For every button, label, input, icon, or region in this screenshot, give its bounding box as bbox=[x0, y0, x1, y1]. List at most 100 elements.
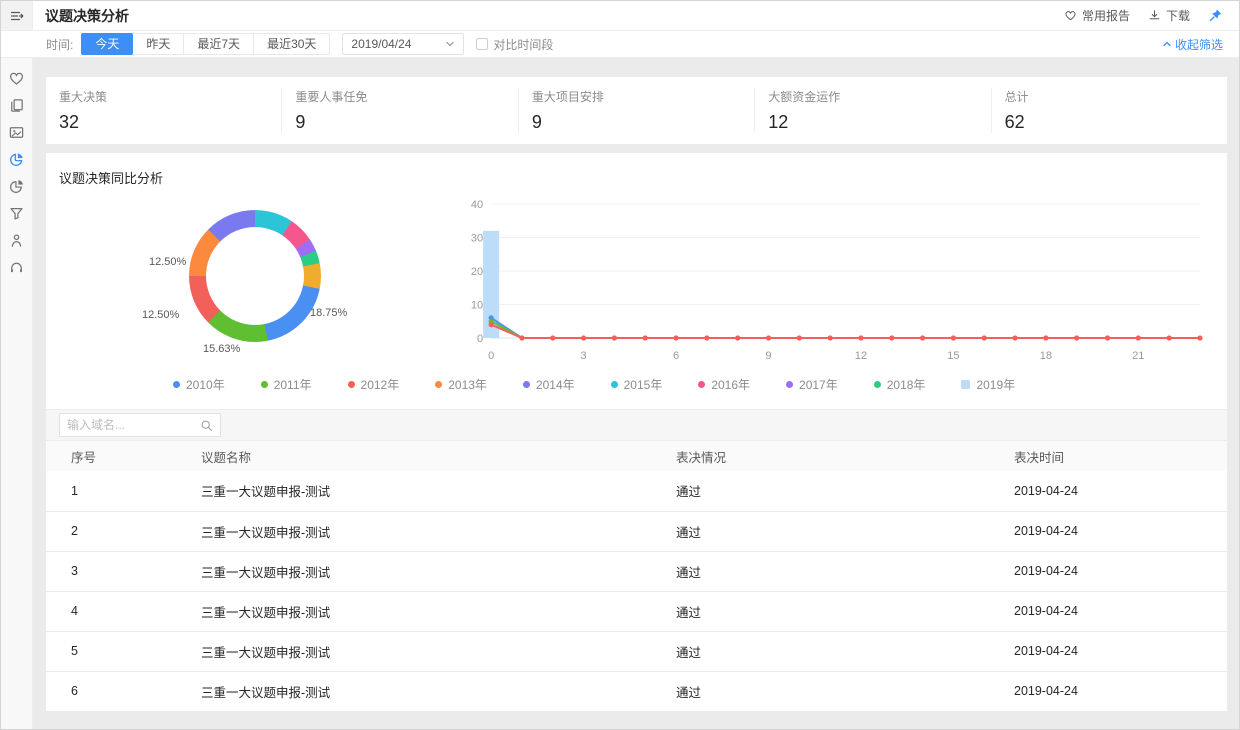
sidebar-item-rose-chart[interactable] bbox=[8, 177, 26, 195]
sidebar-item-filter[interactable] bbox=[8, 204, 26, 222]
collapse-menu-button[interactable] bbox=[1, 1, 33, 30]
user-icon bbox=[11, 234, 22, 247]
favorite-report-label: 常用报告 bbox=[1081, 9, 1130, 23]
search-input[interactable] bbox=[67, 418, 200, 432]
filter-bar: 时间: 今天 昨天 最近7天 最近30天 2019/04/24 对比时间段 收起… bbox=[1, 31, 1239, 58]
legend-item[interactable]: 2019年 bbox=[961, 376, 1015, 393]
collapse-filter-link[interactable]: 收起筛选 bbox=[1162, 36, 1239, 53]
table-row[interactable]: 3 三重一大议题申报-测试 通过 2019-04-24 bbox=[46, 551, 1227, 592]
cell-name: 三重一大议题申报-测试 bbox=[201, 591, 676, 632]
svg-text:18: 18 bbox=[1040, 350, 1052, 362]
stat-value: 32 bbox=[59, 112, 80, 132]
time-option-yesterday[interactable]: 昨天 bbox=[133, 33, 185, 55]
cell-vote: 通过 bbox=[676, 591, 1014, 632]
date-picker[interactable]: 2019/04/24 bbox=[342, 33, 465, 55]
stat-label: 重大决策 bbox=[59, 90, 108, 104]
image-icon bbox=[9, 126, 24, 138]
cell-name: 三重一大议题申报-测试 bbox=[201, 551, 676, 592]
legend-label: 2017年 bbox=[799, 378, 838, 392]
legend-item[interactable]: 2011年 bbox=[260, 376, 312, 393]
topbar-actions: 常用报告 下载 bbox=[1064, 7, 1239, 24]
pin-button[interactable] bbox=[1208, 8, 1223, 23]
legend-item[interactable]: 2010年 bbox=[173, 376, 225, 393]
svg-text:3: 3 bbox=[581, 350, 587, 362]
heart-icon bbox=[1065, 11, 1076, 21]
stat-label: 大额资金运作 bbox=[768, 90, 841, 104]
legend-marker bbox=[522, 381, 530, 388]
table-row[interactable]: 4 三重一大议题申报-测试 通过 2019-04-24 bbox=[46, 591, 1227, 632]
table-row[interactable]: 1 三重一大议题申报-测试 通过 2019-04-24 bbox=[46, 471, 1227, 512]
table-row[interactable]: 5 三重一大议题申报-测试 通过 2019-04-24 bbox=[46, 631, 1227, 672]
legend-marker bbox=[173, 381, 180, 388]
download-button[interactable]: 下载 bbox=[1148, 7, 1190, 24]
sidebar-item-user[interactable] bbox=[8, 231, 26, 249]
legend-item[interactable]: 2018年 bbox=[873, 376, 926, 393]
legend-label: 2016年 bbox=[711, 378, 751, 392]
stat-funds: 大额资金运作 12 bbox=[754, 88, 990, 133]
legend-marker bbox=[698, 381, 706, 388]
cell-time: 2019-04-24 bbox=[1014, 631, 1227, 672]
donut-callout: 15.63% bbox=[203, 343, 241, 355]
cell-seq: 2 bbox=[46, 511, 201, 552]
table-row[interactable]: 2 三重一大议题申报-测试 通过 2019-04-24 bbox=[46, 511, 1227, 552]
collapse-filter-label: 收起筛选 bbox=[1174, 37, 1223, 52]
legend-marker bbox=[961, 380, 971, 389]
topics-table: 序号 议题名称 表决情况 表决时间 1 三重一大议题申报-测试 通过 2019-… bbox=[46, 441, 1227, 712]
header-time: 表决时间 bbox=[1014, 441, 1227, 471]
stat-value: 12 bbox=[768, 112, 789, 132]
heart-icon bbox=[9, 72, 24, 85]
stat-value: 9 bbox=[295, 112, 306, 132]
cell-seq: 1 bbox=[46, 471, 201, 512]
stat-label: 重大项目安排 bbox=[531, 90, 604, 104]
legend-marker bbox=[610, 381, 618, 388]
time-option-7days[interactable]: 最近7天 bbox=[184, 33, 255, 55]
legend-marker bbox=[347, 381, 355, 388]
stat-total: 总计 62 bbox=[990, 88, 1227, 133]
sidebar-item-support[interactable] bbox=[8, 258, 26, 276]
svg-text:20: 20 bbox=[471, 266, 483, 278]
search-icon[interactable] bbox=[200, 419, 213, 432]
legend-item[interactable]: 2017年 bbox=[786, 376, 838, 393]
compare-label: 对比时间段 bbox=[493, 37, 554, 52]
svg-text:30: 30 bbox=[471, 233, 483, 245]
stat-label: 总计 bbox=[1004, 90, 1029, 104]
svg-text:12: 12 bbox=[855, 350, 867, 362]
favorite-report-button[interactable]: 常用报告 bbox=[1064, 7, 1130, 24]
table-row[interactable]: 6 三重一大议题申报-测试 通过 2019-04-24 bbox=[46, 671, 1227, 712]
legend-item[interactable]: 2012年 bbox=[347, 376, 399, 393]
cell-name: 三重一大议题申报-测试 bbox=[201, 511, 676, 552]
time-option-today[interactable]: 今天 bbox=[81, 33, 134, 55]
pie-chart-icon bbox=[10, 152, 23, 166]
chart-card: 议题决策同比分析 12.50% 12.50% 15.63% 18.75% 0 10 20 3… bbox=[46, 153, 1227, 409]
legend-label: 2015年 bbox=[623, 378, 663, 392]
rose-chart-icon bbox=[10, 179, 23, 193]
sidebar-item-gallery[interactable] bbox=[8, 123, 26, 141]
stats-card: 重大决策 32 重要人事任免 9 重大项目安排 9 大额资金运作 12 总计 bbox=[46, 77, 1227, 144]
time-option-30days[interactable]: 最近30天 bbox=[254, 33, 331, 55]
donut-chart-zone: 12.50% 12.50% 15.63% 18.75% bbox=[59, 190, 451, 368]
compare-checkbox[interactable] bbox=[476, 38, 489, 50]
legend-item[interactable]: 2016年 bbox=[698, 376, 750, 393]
line-chart[interactable]: 0 10 20 30 40 0 3 6 9 12 15 18 21 bbox=[451, 192, 1214, 368]
collapse-menu-icon bbox=[10, 11, 23, 20]
cell-time: 2019-04-24 bbox=[1014, 471, 1227, 512]
sidebar-item-favorites[interactable] bbox=[8, 69, 26, 87]
donut-chart[interactable]: 12.50% 12.50% 15.63% 18.75% bbox=[142, 210, 347, 355]
donut-callout: 12.50% bbox=[149, 256, 187, 268]
chevron-down-icon bbox=[446, 41, 455, 47]
pin-icon bbox=[1209, 9, 1222, 22]
sidebar-item-analysis-active[interactable] bbox=[8, 150, 26, 168]
stat-label: 重要人事任免 bbox=[295, 90, 368, 104]
header-vote: 表决情况 bbox=[676, 441, 1014, 471]
legend-item[interactable]: 2014年 bbox=[522, 376, 575, 393]
stat-major-decisions: 重大决策 32 bbox=[46, 88, 281, 133]
cell-time: 2019-04-24 bbox=[1014, 671, 1227, 712]
sidebar-item-reports[interactable] bbox=[8, 96, 26, 114]
legend-marker bbox=[873, 381, 881, 388]
table-header-row: 序号 议题名称 表决情况 表决时间 bbox=[46, 441, 1227, 471]
legend-item[interactable]: 2013年 bbox=[435, 376, 487, 393]
legend-label: 2018年 bbox=[886, 378, 926, 392]
cell-time: 2019-04-24 bbox=[1014, 511, 1227, 552]
legend-item[interactable]: 2015年 bbox=[610, 376, 663, 393]
download-label: 下载 bbox=[1165, 9, 1190, 23]
